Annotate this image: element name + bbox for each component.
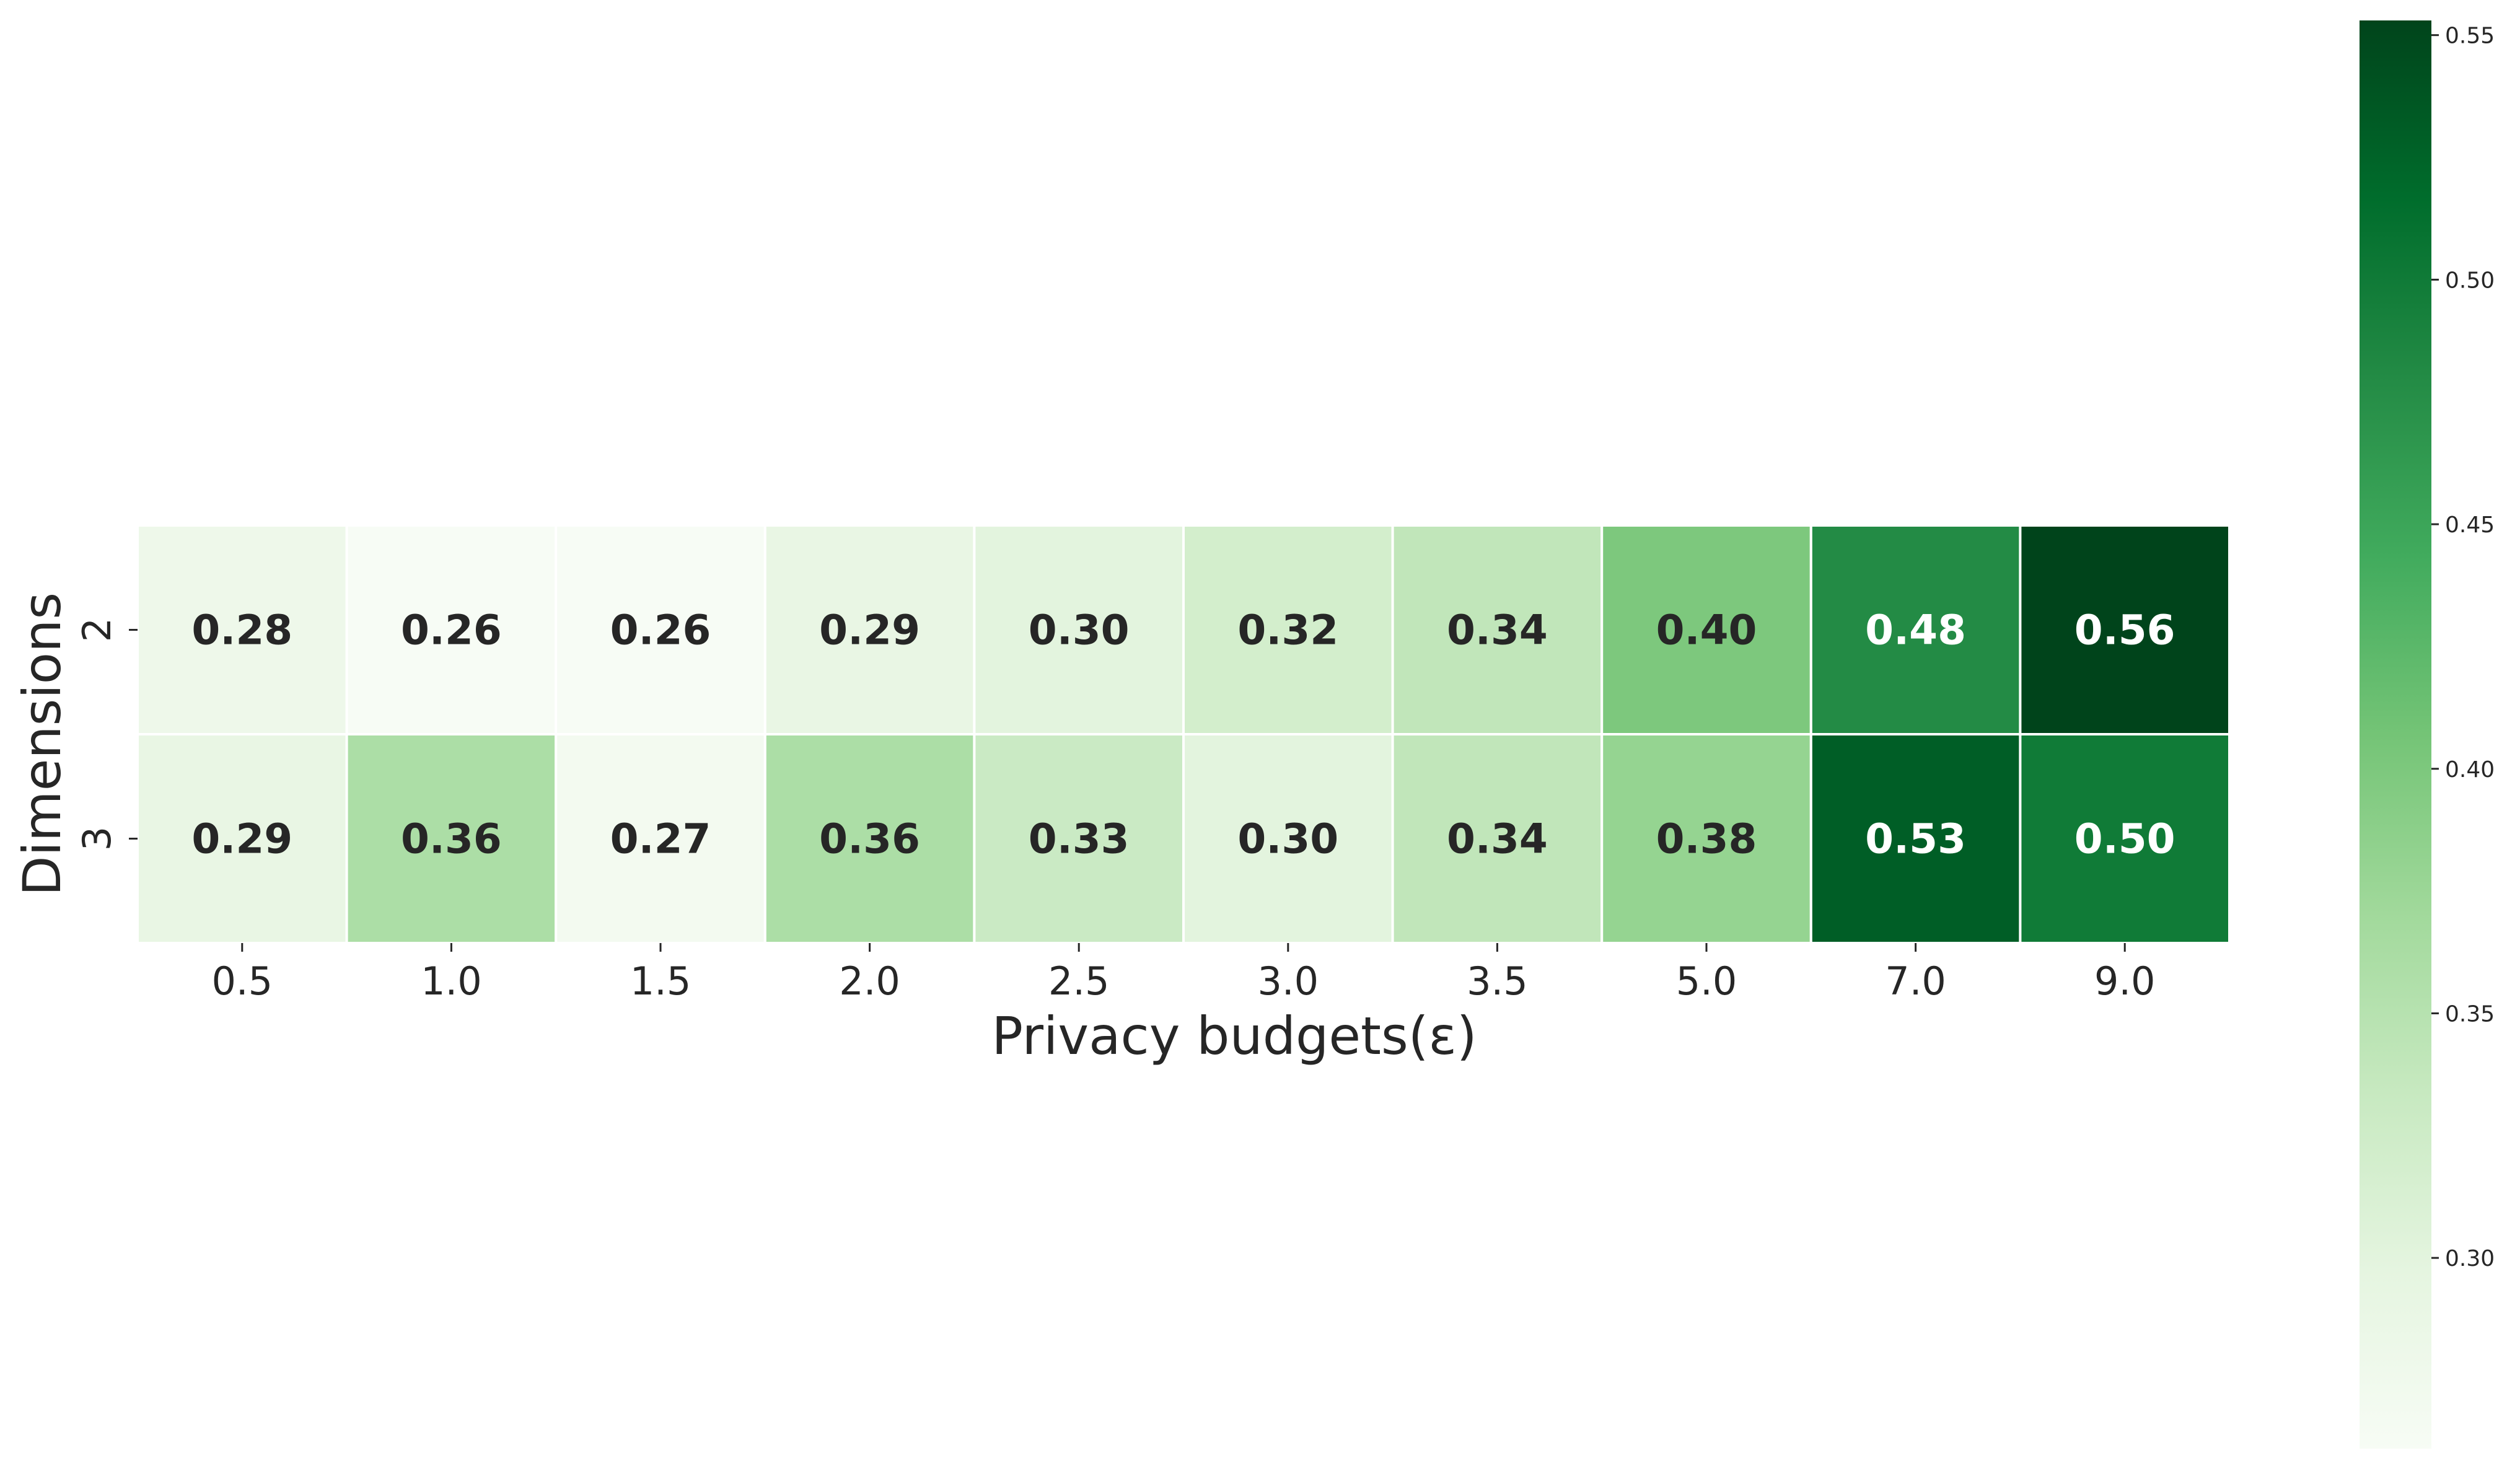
heatmap-cell — [2019, 524, 2231, 735]
x-tick-label: 1.0 — [421, 959, 482, 1004]
heatmap-cell-value: 0.32 — [1237, 607, 1338, 654]
heatmap-cell — [763, 733, 976, 944]
heatmap-cell-value: 0.33 — [1029, 815, 1130, 863]
heatmap-cell-value: 0.36 — [401, 815, 502, 863]
heatmap-cell — [555, 524, 766, 735]
heatmap-cell — [345, 733, 558, 944]
heatmap-cell-value: 0.34 — [1447, 607, 1548, 654]
heatmap-cell-value: 0.27 — [610, 815, 711, 863]
x-tick-label: 3.0 — [1257, 959, 1319, 1004]
colorbar-ticks: 0.30 0.35 0.40 0.45 0.50 0.55 — [2431, 24, 2495, 1271]
y-tick-label: 3 — [74, 827, 120, 851]
heatmap-cell-value: 0.26 — [401, 607, 502, 654]
heatmap-cell-value: 0.36 — [819, 815, 920, 863]
heatmap-cell — [555, 733, 766, 944]
heatmap-cell — [973, 524, 1185, 735]
heatmap-cell-value: 0.38 — [1656, 815, 1757, 863]
colorbar — [2360, 20, 2431, 1449]
heatmap-cell-value: 0.28 — [191, 607, 292, 654]
x-tick-label: 7.0 — [1885, 959, 1946, 1004]
heatmap-cell-value: 0.53 — [1865, 815, 1966, 863]
heatmap-cell-value: 0.56 — [2074, 607, 2175, 654]
heatmap-cell-value: 0.34 — [1447, 815, 1548, 863]
colorbar-tick-label: 0.55 — [2445, 24, 2495, 49]
heatmap-cell-value: 0.48 — [1865, 607, 1966, 654]
heatmap-cell — [1600, 733, 1812, 944]
heatmap-cell — [1391, 733, 1604, 944]
x-tick-label: 1.5 — [630, 959, 691, 1004]
colorbar-tick-label: 0.40 — [2445, 757, 2495, 783]
heatmap-cell-value: 0.30 — [1237, 815, 1338, 863]
x-tick-label: 5.0 — [1676, 959, 1737, 1004]
y-axis-ticks: 23 — [74, 618, 138, 851]
x-tick-label: 0.5 — [211, 959, 273, 1004]
colorbar-tick-label: 0.30 — [2445, 1246, 2495, 1271]
heatmap-cell-value: 0.29 — [191, 815, 292, 863]
x-axis-label: Privacy budgets(ε) — [991, 1006, 1477, 1066]
colorbar-tick-label: 0.50 — [2445, 268, 2495, 293]
heatmap-cell-value: 0.29 — [819, 607, 920, 654]
heatmap-cell-labels: 0.28 0.26 0.26 0.29 0.30 0.32 0.34 0.40 0.48 0.56… — [191, 607, 2175, 863]
heatmap-cell — [763, 524, 976, 735]
heatmap-cell-value: 0.50 — [2074, 815, 2175, 863]
x-tick-label: 9.0 — [2094, 959, 2156, 1004]
colorbar-tick-label: 0.45 — [2445, 512, 2495, 538]
heatmap-cell — [1182, 524, 1394, 735]
x-axis-ticks: 0.5 1.0 1.5 2.0 2.5 3.0 3.5 5.0 7.0 9.0 — [211, 943, 2156, 1004]
colorbar-tick-label: 0.35 — [2445, 1001, 2495, 1027]
heatmap-cell — [1182, 733, 1394, 944]
y-tick-label: 2 — [74, 618, 120, 642]
heatmap-cell — [1600, 524, 1812, 735]
heatmap-cell — [2019, 733, 2231, 944]
heatmap-cell — [136, 524, 348, 735]
y-axis-label: Dimensions — [12, 592, 72, 896]
heatmap-cell-value: 0.30 — [1029, 607, 1130, 654]
heatmap-cells — [136, 524, 2231, 944]
heatmap-cell — [345, 524, 558, 735]
heatmap-cell-value: 0.40 — [1656, 607, 1757, 654]
x-tick-label: 3.5 — [1467, 959, 1528, 1004]
x-tick-label: 2.5 — [1048, 959, 1110, 1004]
heatmap-cell — [1809, 733, 2022, 944]
heatmap-cell-value: 0.26 — [610, 607, 711, 654]
x-tick-label: 2.0 — [839, 959, 900, 1004]
